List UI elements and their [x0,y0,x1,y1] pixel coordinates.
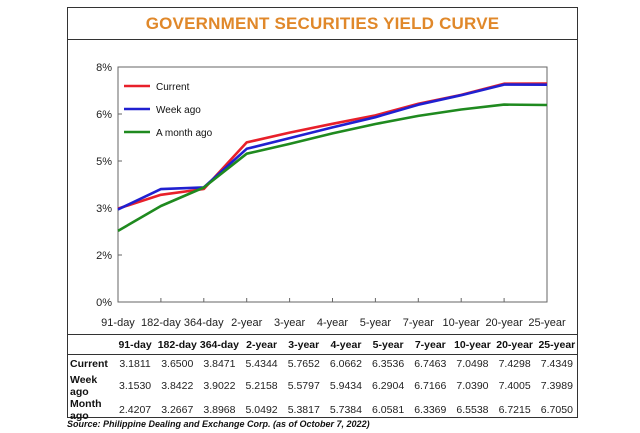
table-cell: 7.4349 [540,358,573,371]
series-line [117,83,548,211]
source-note: Source: Philippine Dealing and Exchange … [67,419,370,429]
x-tick-label: 91-day [101,317,135,329]
table-header-cell: 10-year [451,334,494,355]
table-cell: 6.7050 [540,403,573,416]
table-header-cell: 20-year [493,334,536,355]
x-tick-label: 364-day [184,317,224,329]
legend-label: A month ago [156,128,213,139]
table-cell: 5.5797 [287,379,320,392]
chart-title: GOVERNMENT SECURITIES YIELD CURVE [67,7,578,40]
table-cell: 5.4344 [245,358,278,371]
table-header-row: 91-day 182-day 364-day 2-year 3-year 4-year 5-… [67,334,578,355]
table-row: Current 3.1811 3.6500 3.8471 5.4344 5.7652 6.0… [67,355,578,374]
table-cell: 6.3369 [414,403,447,416]
row-label: Month ago [70,397,102,422]
table-cell: 5.7652 [287,358,320,371]
plot-area [117,66,548,303]
table-header-cell: 7-year [409,334,452,355]
x-tick-label: 25-year [528,317,566,329]
table-header-cell: 5-year [367,334,410,355]
table-cell: 3.2667 [161,403,194,416]
table-cell: 3.8471 [203,358,236,371]
y-tick-label: 5% [96,156,112,168]
series-line [117,103,548,233]
series-line [117,82,548,210]
table-cell: 6.7215 [498,403,531,416]
x-tick-label: 20-year [485,317,523,329]
table-cell: 7.0498 [456,358,489,371]
table-header-cell: 3-year [282,334,325,355]
table-cell: 7.3989 [540,379,573,392]
x-tick-label: 10-year [443,317,481,329]
yield-table: 91-day 182-day 364-day 2-year 3-year 4-year 5-… [67,334,578,422]
x-tick-label: 5-year [360,317,392,329]
table-row: Week ago 3.1530 3.8422 3.9022 5.2158 5.5797 5.… [67,374,578,398]
table-cell: 5.0492 [245,403,278,416]
table-cell: 3.1530 [119,379,152,392]
table-cell: 7.4005 [498,379,531,392]
table-cell: 6.5538 [456,403,489,416]
axes: 0% 2% 3% 5% 6% 8% 91-day 182-day 364-day 2-year 3-… [96,62,566,329]
table-cell: 2.4207 [119,403,152,416]
y-tick-label: 2% [96,250,112,262]
table-cell: 6.0581 [372,403,405,416]
table-cell: 6.7166 [414,379,447,392]
table-cell: 3.8968 [203,403,236,416]
y-tick-label: 6% [96,109,112,121]
x-tick-label: 182-day [141,317,181,329]
table-body: Current 3.1811 3.6500 3.8471 5.4344 5.7652 6.0… [67,355,578,422]
x-tick-label: 7-year [403,317,435,329]
table-header-cell: 4-year [324,334,368,355]
x-tick-label: 3-year [274,317,306,329]
table-header-cell: 91-day [114,334,157,355]
table-cell: 6.3536 [372,358,405,371]
table-header-cell: 364-day [198,334,241,355]
x-tick-label: 2-year [231,317,263,329]
table-cell: 3.8422 [161,379,194,392]
y-tick-label: 8% [96,62,112,74]
table-cell: 7.4298 [498,358,531,371]
table-header-cell: 2-year [240,334,283,355]
y-tick-label: 0% [96,297,112,309]
legend-label: Week ago [156,105,201,116]
table-cell: 3.9022 [203,379,236,392]
table-cell: 7.0390 [456,379,489,392]
table-row: Month ago 2.4207 3.2667 3.8968 5.0492 5.3817 5… [67,398,578,422]
table-corner [67,334,114,355]
table-header-cell: 25-year [535,334,578,355]
table-cell: 6.7463 [414,358,447,371]
table-cell: 5.9434 [329,379,362,392]
legend: Current Week ago A month ago [124,82,213,139]
legend-label: Current [156,82,190,93]
y-tick-label: 3% [96,203,112,215]
table-cell: 6.2904 [372,379,405,392]
table-cell: 3.6500 [161,358,194,371]
table-cell: 6.0662 [329,358,362,371]
x-tick-label: 4-year [317,317,349,329]
series-lines [117,82,548,233]
table-cell: 3.1811 [119,358,151,371]
table-cell: 5.2158 [245,379,278,392]
table-cell: 5.7384 [329,403,362,416]
row-label: Week ago [70,373,98,398]
table-cell: 5.3817 [287,403,320,416]
row-label: Current [70,358,108,371]
table-header-cell: 182-day [156,334,199,355]
